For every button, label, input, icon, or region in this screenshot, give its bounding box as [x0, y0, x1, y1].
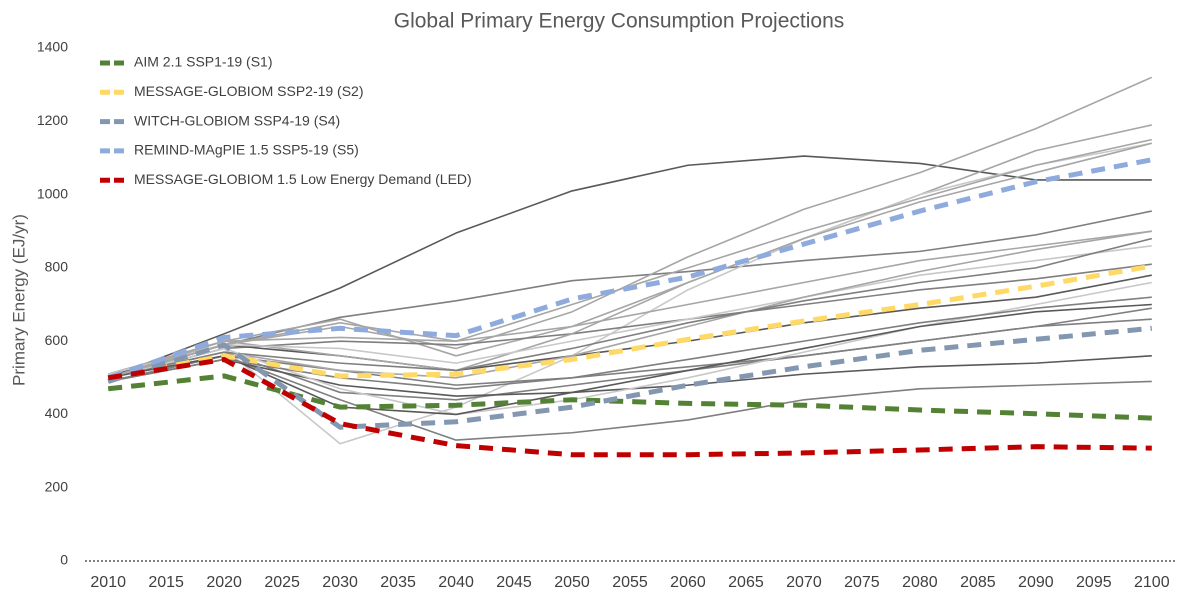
chart-title: Global Primary Energy Consumption Projec…	[394, 10, 845, 33]
scenario-line	[107, 263, 1152, 379]
y-axis-label: Primary Energy (EJ/yr)	[9, 214, 28, 386]
x-tick-label: 2025	[264, 574, 300, 591]
scenario-line	[107, 124, 1152, 375]
x-tick-label: 2030	[322, 574, 358, 591]
scenario-line	[107, 230, 1152, 379]
y-tick-label: 400	[45, 405, 69, 421]
x-tick-label: 2070	[786, 574, 822, 591]
x-tick-label: 2015	[148, 574, 184, 591]
x-tick-label: 2055	[612, 574, 648, 591]
legend-label: WITCH-GLOBIOM SSP4-19 (S4)	[134, 112, 340, 128]
x-tick-label: 2065	[728, 574, 764, 591]
scenario-line	[107, 155, 1152, 379]
scenario-line	[108, 303, 1152, 416]
x-tick-label: 2095	[1076, 574, 1112, 591]
y-tick-label: 1400	[37, 39, 68, 55]
highlight-line	[107, 356, 1152, 458]
x-tick-label: 2045	[496, 574, 532, 591]
highlight-line	[107, 325, 1153, 430]
x-tick-label: 2085	[960, 574, 996, 591]
x-tick-label: 2080	[902, 574, 938, 591]
highlight-line	[107, 263, 1153, 381]
y-tick-label: 1000	[37, 185, 68, 201]
legend-label: MESSAGE-GLOBIOM SSP2-19 (S2)	[134, 83, 364, 99]
highlight-line	[107, 373, 1152, 421]
scenario-line	[107, 245, 1152, 375]
scenario-line	[107, 142, 1152, 445]
scenario-line	[108, 230, 1152, 379]
y-tick-label: 800	[45, 259, 69, 275]
y-tick-label: 200	[45, 478, 69, 494]
y-tick-label: 600	[45, 332, 69, 348]
highlight-line	[107, 157, 1153, 381]
x-tick-label: 2060	[670, 574, 706, 591]
x-tick-label: 2090	[1018, 574, 1054, 591]
x-tick-label: 2050	[554, 574, 590, 591]
legend-label: REMIND-MAgPIE 1.5 SSP5-19 (S5)	[134, 142, 359, 158]
legend-label: MESSAGE-GLOBIOM 1.5 Low Energy Demand (L…	[134, 171, 472, 187]
scenario-line	[107, 76, 1153, 375]
legend-label: AIM 2.1 SSP1-19 (S1)	[134, 54, 273, 70]
x-tick-label: 2020	[206, 574, 242, 591]
y-tick-label: 1200	[37, 112, 68, 128]
scenario-line	[107, 274, 1152, 379]
y-tick-label: 0	[60, 552, 68, 568]
x-tick-label: 2075	[844, 574, 880, 591]
scenario-line	[107, 142, 1153, 375]
x-tick-label: 2010	[90, 574, 126, 591]
scenario-line	[108, 296, 1152, 390]
x-tick-label: 2035	[380, 574, 416, 591]
scenario-line	[108, 355, 1152, 441]
scenario-line	[107, 210, 1152, 379]
x-tick-label: 2040	[438, 574, 474, 591]
x-tick-label: 2100	[1134, 574, 1170, 591]
scenario-line	[108, 237, 1153, 379]
